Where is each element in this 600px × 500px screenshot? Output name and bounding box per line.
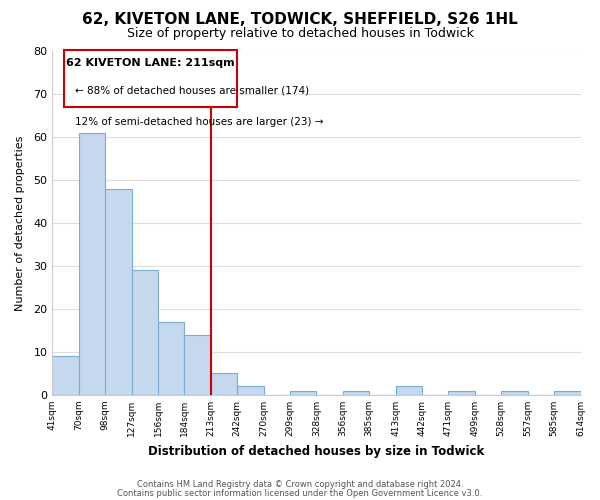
Bar bbox=[52, 356, 79, 395]
Text: 12% of semi-detached houses are larger (23) →: 12% of semi-detached houses are larger (… bbox=[75, 117, 323, 127]
Text: Contains public sector information licensed under the Open Government Licence v3: Contains public sector information licen… bbox=[118, 488, 482, 498]
Bar bbox=[554, 390, 581, 395]
Text: Contains HM Land Registry data © Crown copyright and database right 2024.: Contains HM Land Registry data © Crown c… bbox=[137, 480, 463, 489]
Bar bbox=[501, 390, 527, 395]
Bar bbox=[395, 386, 422, 395]
Bar bbox=[79, 133, 105, 395]
Bar bbox=[105, 189, 131, 395]
Text: ← 88% of detached houses are smaller (174): ← 88% of detached houses are smaller (17… bbox=[75, 86, 309, 96]
Bar bbox=[343, 390, 369, 395]
Bar bbox=[211, 374, 237, 395]
Bar bbox=[448, 390, 475, 395]
Bar bbox=[131, 270, 158, 395]
Text: Size of property relative to detached houses in Todwick: Size of property relative to detached ho… bbox=[127, 28, 473, 40]
Y-axis label: Number of detached properties: Number of detached properties bbox=[15, 136, 25, 311]
Bar bbox=[290, 390, 316, 395]
Bar bbox=[184, 335, 211, 395]
Text: 62, KIVETON LANE, TODWICK, SHEFFIELD, S26 1HL: 62, KIVETON LANE, TODWICK, SHEFFIELD, S2… bbox=[82, 12, 518, 28]
FancyBboxPatch shape bbox=[64, 50, 237, 107]
X-axis label: Distribution of detached houses by size in Todwick: Distribution of detached houses by size … bbox=[148, 444, 485, 458]
Bar bbox=[237, 386, 263, 395]
Bar bbox=[158, 322, 184, 395]
Text: 62 KIVETON LANE: 211sqm: 62 KIVETON LANE: 211sqm bbox=[67, 58, 235, 68]
